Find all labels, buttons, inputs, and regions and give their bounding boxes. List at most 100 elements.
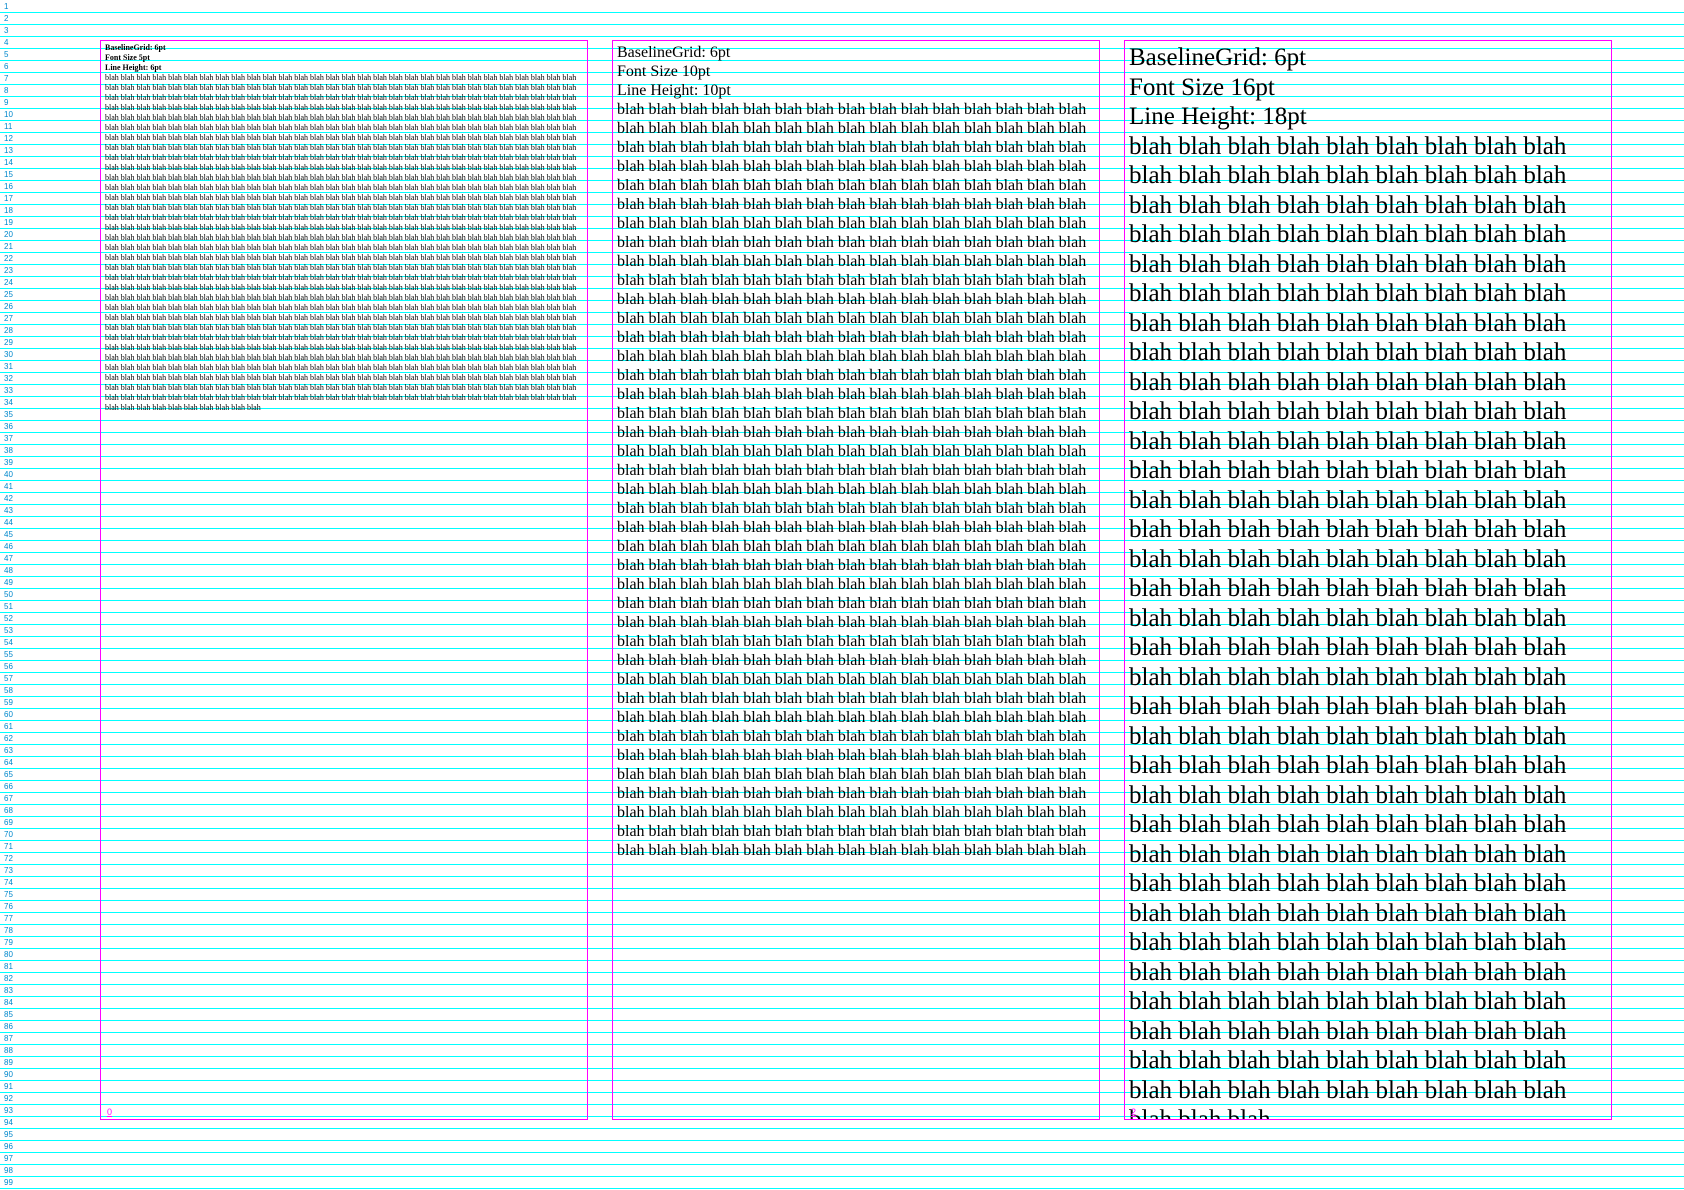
grid-line-number: 91 <box>4 1083 13 1091</box>
grid-line-number: 2 <box>4 15 8 23</box>
grid-line-number: 40 <box>4 471 13 479</box>
grid-line-number: 4 <box>4 39 8 47</box>
grid-line-number: 63 <box>4 747 13 755</box>
grid-line-number: 72 <box>4 855 13 863</box>
grid-line-number: 88 <box>4 1047 13 1055</box>
grid-line-number: 97 <box>4 1155 13 1163</box>
grid-line <box>0 36 1684 37</box>
grid-line-number: 15 <box>4 171 13 179</box>
col3-header-3: Line Height: 18pt <box>1129 102 1607 132</box>
grid-line-number: 49 <box>4 579 13 587</box>
grid-line-number: 41 <box>4 483 13 491</box>
grid-line-number: 8 <box>4 87 8 95</box>
grid-line-number: 82 <box>4 975 13 983</box>
grid-line-number: 65 <box>4 771 13 779</box>
grid-line-number: 62 <box>4 735 13 743</box>
grid-line-number: 77 <box>4 915 13 923</box>
grid-line-number: 16 <box>4 183 13 191</box>
col1-header-3: Line Height: 6pt <box>105 63 583 73</box>
grid-line-number: 60 <box>4 711 13 719</box>
grid-line-number: 78 <box>4 927 13 935</box>
grid-line-number: 37 <box>4 435 13 443</box>
grid-line <box>0 24 1684 25</box>
grid-line-number: 29 <box>4 339 13 347</box>
grid-line-number: 39 <box>4 459 13 467</box>
col2-body-text: blah blah blah blah blah blah blah blah … <box>617 100 1095 860</box>
grid-line-number: 81 <box>4 963 13 971</box>
grid-line-number: 43 <box>4 507 13 515</box>
grid-line-number: 61 <box>4 723 13 731</box>
grid-line-number: 19 <box>4 219 13 227</box>
grid-line-number: 59 <box>4 699 13 707</box>
grid-line-number: 18 <box>4 207 13 215</box>
grid-line-number: 58 <box>4 687 13 695</box>
grid-line-number: 70 <box>4 831 13 839</box>
grid-line-number: 25 <box>4 291 13 299</box>
col2-header-1: BaselineGrid: 6pt <box>617 43 1095 62</box>
grid-line-number: 42 <box>4 495 13 503</box>
col3-header-1: BaselineGrid: 6pt <box>1129 43 1607 73</box>
grid-line-number: 79 <box>4 939 13 947</box>
grid-line-number: 26 <box>4 303 13 311</box>
grid-line-number: 44 <box>4 519 13 527</box>
grid-line-number: 48 <box>4 567 13 575</box>
grid-line-number: 17 <box>4 195 13 203</box>
grid-line-number: 66 <box>4 783 13 791</box>
grid-line-number: 99 <box>4 1179 13 1187</box>
grid-line-number: 51 <box>4 603 13 611</box>
grid-line-number: 57 <box>4 675 13 683</box>
grid-line-number: 53 <box>4 627 13 635</box>
grid-line-number: 30 <box>4 351 13 359</box>
grid-line-number: 85 <box>4 1011 13 1019</box>
grid-line-number: 27 <box>4 315 13 323</box>
column-10pt: BaselineGrid: 6pt Font Size 10pt Line He… <box>612 40 1100 1120</box>
col1-header-2: Font Size 5pt <box>105 53 583 63</box>
grid-line-number: 34 <box>4 399 13 407</box>
grid-line-number: 45 <box>4 531 13 539</box>
grid-line-number: 7 <box>4 75 8 83</box>
grid-line <box>0 1176 1684 1177</box>
grid-line-number: 67 <box>4 795 13 803</box>
grid-line-number: 12 <box>4 135 13 143</box>
grid-line-number: 9 <box>4 99 8 107</box>
grid-line-number: 22 <box>4 255 13 263</box>
grid-line-number: 80 <box>4 951 13 959</box>
grid-line <box>0 1128 1684 1129</box>
columns-container: BaselineGrid: 6pt Font Size 5pt Line Hei… <box>100 40 1612 1120</box>
grid-line-number: 73 <box>4 867 13 875</box>
grid-line-number: 21 <box>4 243 13 251</box>
grid-line-number: 33 <box>4 387 13 395</box>
grid-line-number: 23 <box>4 267 13 275</box>
grid-line-number: 86 <box>4 1023 13 1031</box>
grid-line-number: 38 <box>4 447 13 455</box>
grid-line-number: 11 <box>4 123 12 131</box>
grid-line-number: 95 <box>4 1131 13 1139</box>
grid-line-number: 24 <box>4 279 13 287</box>
grid-line-number: 56 <box>4 663 13 671</box>
grid-line-number: 31 <box>4 363 13 371</box>
grid-line-number: 3 <box>4 27 8 35</box>
grid-line-number: 20 <box>4 231 13 239</box>
col1-page-number: 0 <box>107 1107 112 1117</box>
grid-line-number: 5 <box>4 51 8 59</box>
col3-body-text: blah blah blah blah blah blah blah blah … <box>1129 132 1607 1121</box>
col2-header-2: Font Size 10pt <box>617 62 1095 81</box>
grid-line-number: 98 <box>4 1167 13 1175</box>
grid-line-number: 74 <box>4 879 13 887</box>
column-16pt: BaselineGrid: 6pt Font Size 16pt Line He… <box>1124 40 1612 1120</box>
grid-line-number: 89 <box>4 1059 13 1067</box>
grid-line-number: 47 <box>4 555 13 563</box>
grid-line-number: 36 <box>4 423 13 431</box>
grid-line-number: 46 <box>4 543 13 551</box>
grid-line-number: 84 <box>4 999 13 1007</box>
grid-line <box>0 1164 1684 1165</box>
col3-header-2: Font Size 16pt <box>1129 73 1607 103</box>
grid-line-number: 28 <box>4 327 13 335</box>
grid-line-number: 64 <box>4 759 13 767</box>
grid-line-number: 13 <box>4 147 13 155</box>
grid-line-number: 76 <box>4 903 13 911</box>
grid-line-number: 93 <box>4 1107 13 1115</box>
grid-line-number: 83 <box>4 987 13 995</box>
col1-header-1: BaselineGrid: 6pt <box>105 43 583 53</box>
col1-body-text: blah blah blah blah blah blah blah blah … <box>105 73 583 413</box>
